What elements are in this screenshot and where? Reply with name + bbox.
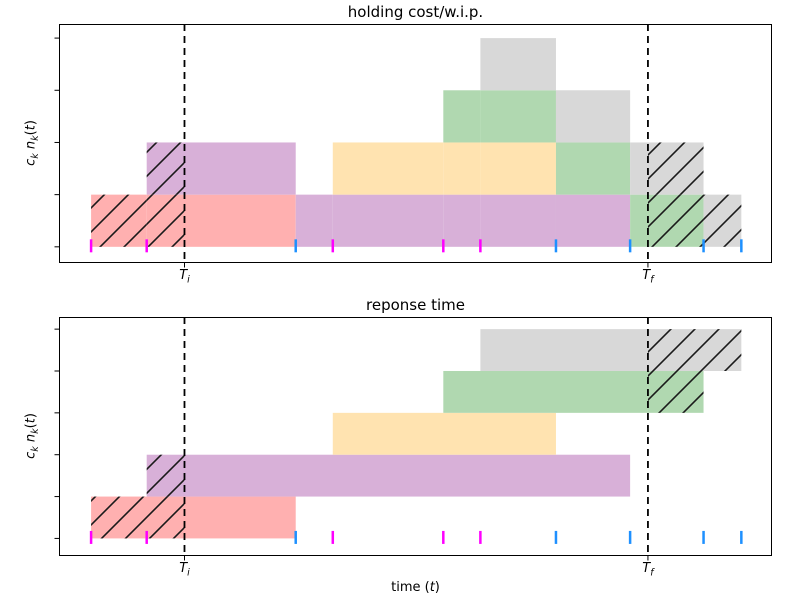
xlabel-suffix: )	[434, 580, 440, 595]
arrival-marker	[89, 239, 93, 253]
departure-marker	[702, 530, 705, 544]
arrival-marker	[479, 530, 482, 544]
axes-response-time: Ti Tf	[54, 317, 772, 578]
bar-segment	[184, 496, 296, 539]
bar-segment	[443, 90, 481, 143]
x-tick-label-Ti-top: Ti	[179, 268, 190, 285]
xlabel-prefix: time (	[391, 580, 430, 595]
arrival-marker	[479, 239, 482, 253]
arrival-marker	[442, 530, 445, 544]
bar-segment	[332, 142, 444, 195]
hatch-overlays	[91, 329, 742, 539]
arrival-marker	[145, 530, 148, 544]
hatch-overlay	[703, 194, 742, 247]
xlabel-var-t: t	[429, 580, 435, 595]
tick-base: T	[642, 561, 651, 576]
ylabel-paren-open: (	[23, 130, 39, 136]
ylabel-var-c: c	[23, 158, 39, 166]
arrival-marker	[442, 239, 445, 253]
arrival-marker	[331, 530, 335, 544]
ylabel-paren-close: )	[23, 120, 39, 126]
ylabel-var-n: n	[23, 140, 39, 150]
tick-base: T	[179, 561, 188, 576]
tick-sub: i	[187, 274, 190, 286]
plot-canvas-response-time	[54, 317, 772, 561]
bar-segment	[555, 194, 631, 247]
y-axis-label-top: ck nk(t)	[23, 120, 42, 166]
hatch-overlay	[91, 496, 185, 539]
departure-marker	[294, 239, 297, 253]
bar-segment	[480, 142, 556, 195]
ylabel-paren-close: )	[23, 413, 39, 419]
departure-marker	[554, 239, 558, 253]
bar-segment	[480, 194, 556, 247]
hatch-overlay	[647, 329, 742, 371]
bar-segment	[630, 194, 648, 247]
ylabel-var-c: c	[23, 451, 39, 459]
hatch-overlay	[647, 194, 704, 247]
ylabel-space	[24, 149, 39, 153]
departure-marker	[628, 239, 632, 253]
bar-segment	[295, 194, 333, 247]
bar-segment	[555, 90, 631, 143]
ylabel-paren-open: (	[23, 423, 39, 429]
bar-segment	[443, 142, 481, 195]
hatch-overlay	[91, 194, 147, 247]
tick-base: T	[179, 268, 188, 283]
hatch-overlay	[647, 370, 704, 413]
bar-segment	[443, 194, 481, 247]
y-axis-label-bottom: ck nk(t)	[23, 413, 42, 459]
plot-canvas-holding-cost	[54, 24, 772, 268]
departure-marker	[628, 530, 632, 544]
subplot-title-response-time: reponse time	[366, 296, 465, 314]
axes-holding-cost: Ti Tf	[54, 24, 772, 285]
ylabel-sub-k: k	[30, 428, 42, 434]
departure-marker	[740, 239, 743, 253]
bar-segment	[184, 142, 296, 195]
tick-sub: f	[650, 567, 654, 579]
bar-segment	[184, 454, 631, 497]
x-tick-label-Tf-bottom: Tf	[642, 561, 653, 578]
axes-spine	[59, 317, 772, 556]
ylabel-var-t: t	[23, 125, 39, 131]
bar-fills	[91, 329, 742, 539]
bar-segment	[443, 370, 648, 413]
departure-marker	[294, 530, 297, 544]
ylabel-var-n: n	[23, 433, 39, 443]
ylabel-space	[24, 442, 39, 446]
departure-marker	[554, 530, 558, 544]
ylabel-sub-k: k	[30, 135, 42, 141]
bar-segment	[480, 90, 556, 143]
tick-sub: i	[187, 567, 190, 579]
bar-segment	[480, 38, 556, 91]
departure-marker	[740, 530, 743, 544]
x-axis-label: time (t)	[59, 581, 772, 594]
bar-segment	[630, 142, 648, 195]
arrival-marker	[145, 239, 148, 253]
x-tick-label-Tf-top: Tf	[642, 268, 653, 285]
bar-fills	[91, 38, 742, 247]
axes-spine	[59, 24, 772, 263]
hatch-overlay	[146, 142, 185, 195]
hatch-overlay	[146, 454, 185, 497]
bar-segment	[332, 412, 556, 455]
subplot-title-holding-cost: holding cost/w.i.p.	[347, 3, 484, 21]
ylabel-var-t: t	[23, 418, 39, 424]
bar-segment	[480, 329, 648, 371]
bar-segment	[184, 194, 296, 247]
hatch-overlay	[146, 194, 185, 247]
tick-base: T	[642, 268, 651, 283]
ylabel-sub-k: k	[30, 446, 42, 452]
arrival-marker	[89, 530, 93, 544]
hatch-overlays	[91, 142, 742, 247]
departure-marker	[702, 239, 705, 253]
tick-sub: f	[650, 274, 654, 286]
arrival-marker	[331, 239, 335, 253]
hatch-overlay	[647, 142, 704, 195]
bar-segment	[332, 194, 444, 247]
bar-segment	[555, 142, 631, 195]
ylabel-sub-k: k	[30, 153, 42, 159]
x-tick-label-Ti-bottom: Ti	[179, 561, 190, 578]
